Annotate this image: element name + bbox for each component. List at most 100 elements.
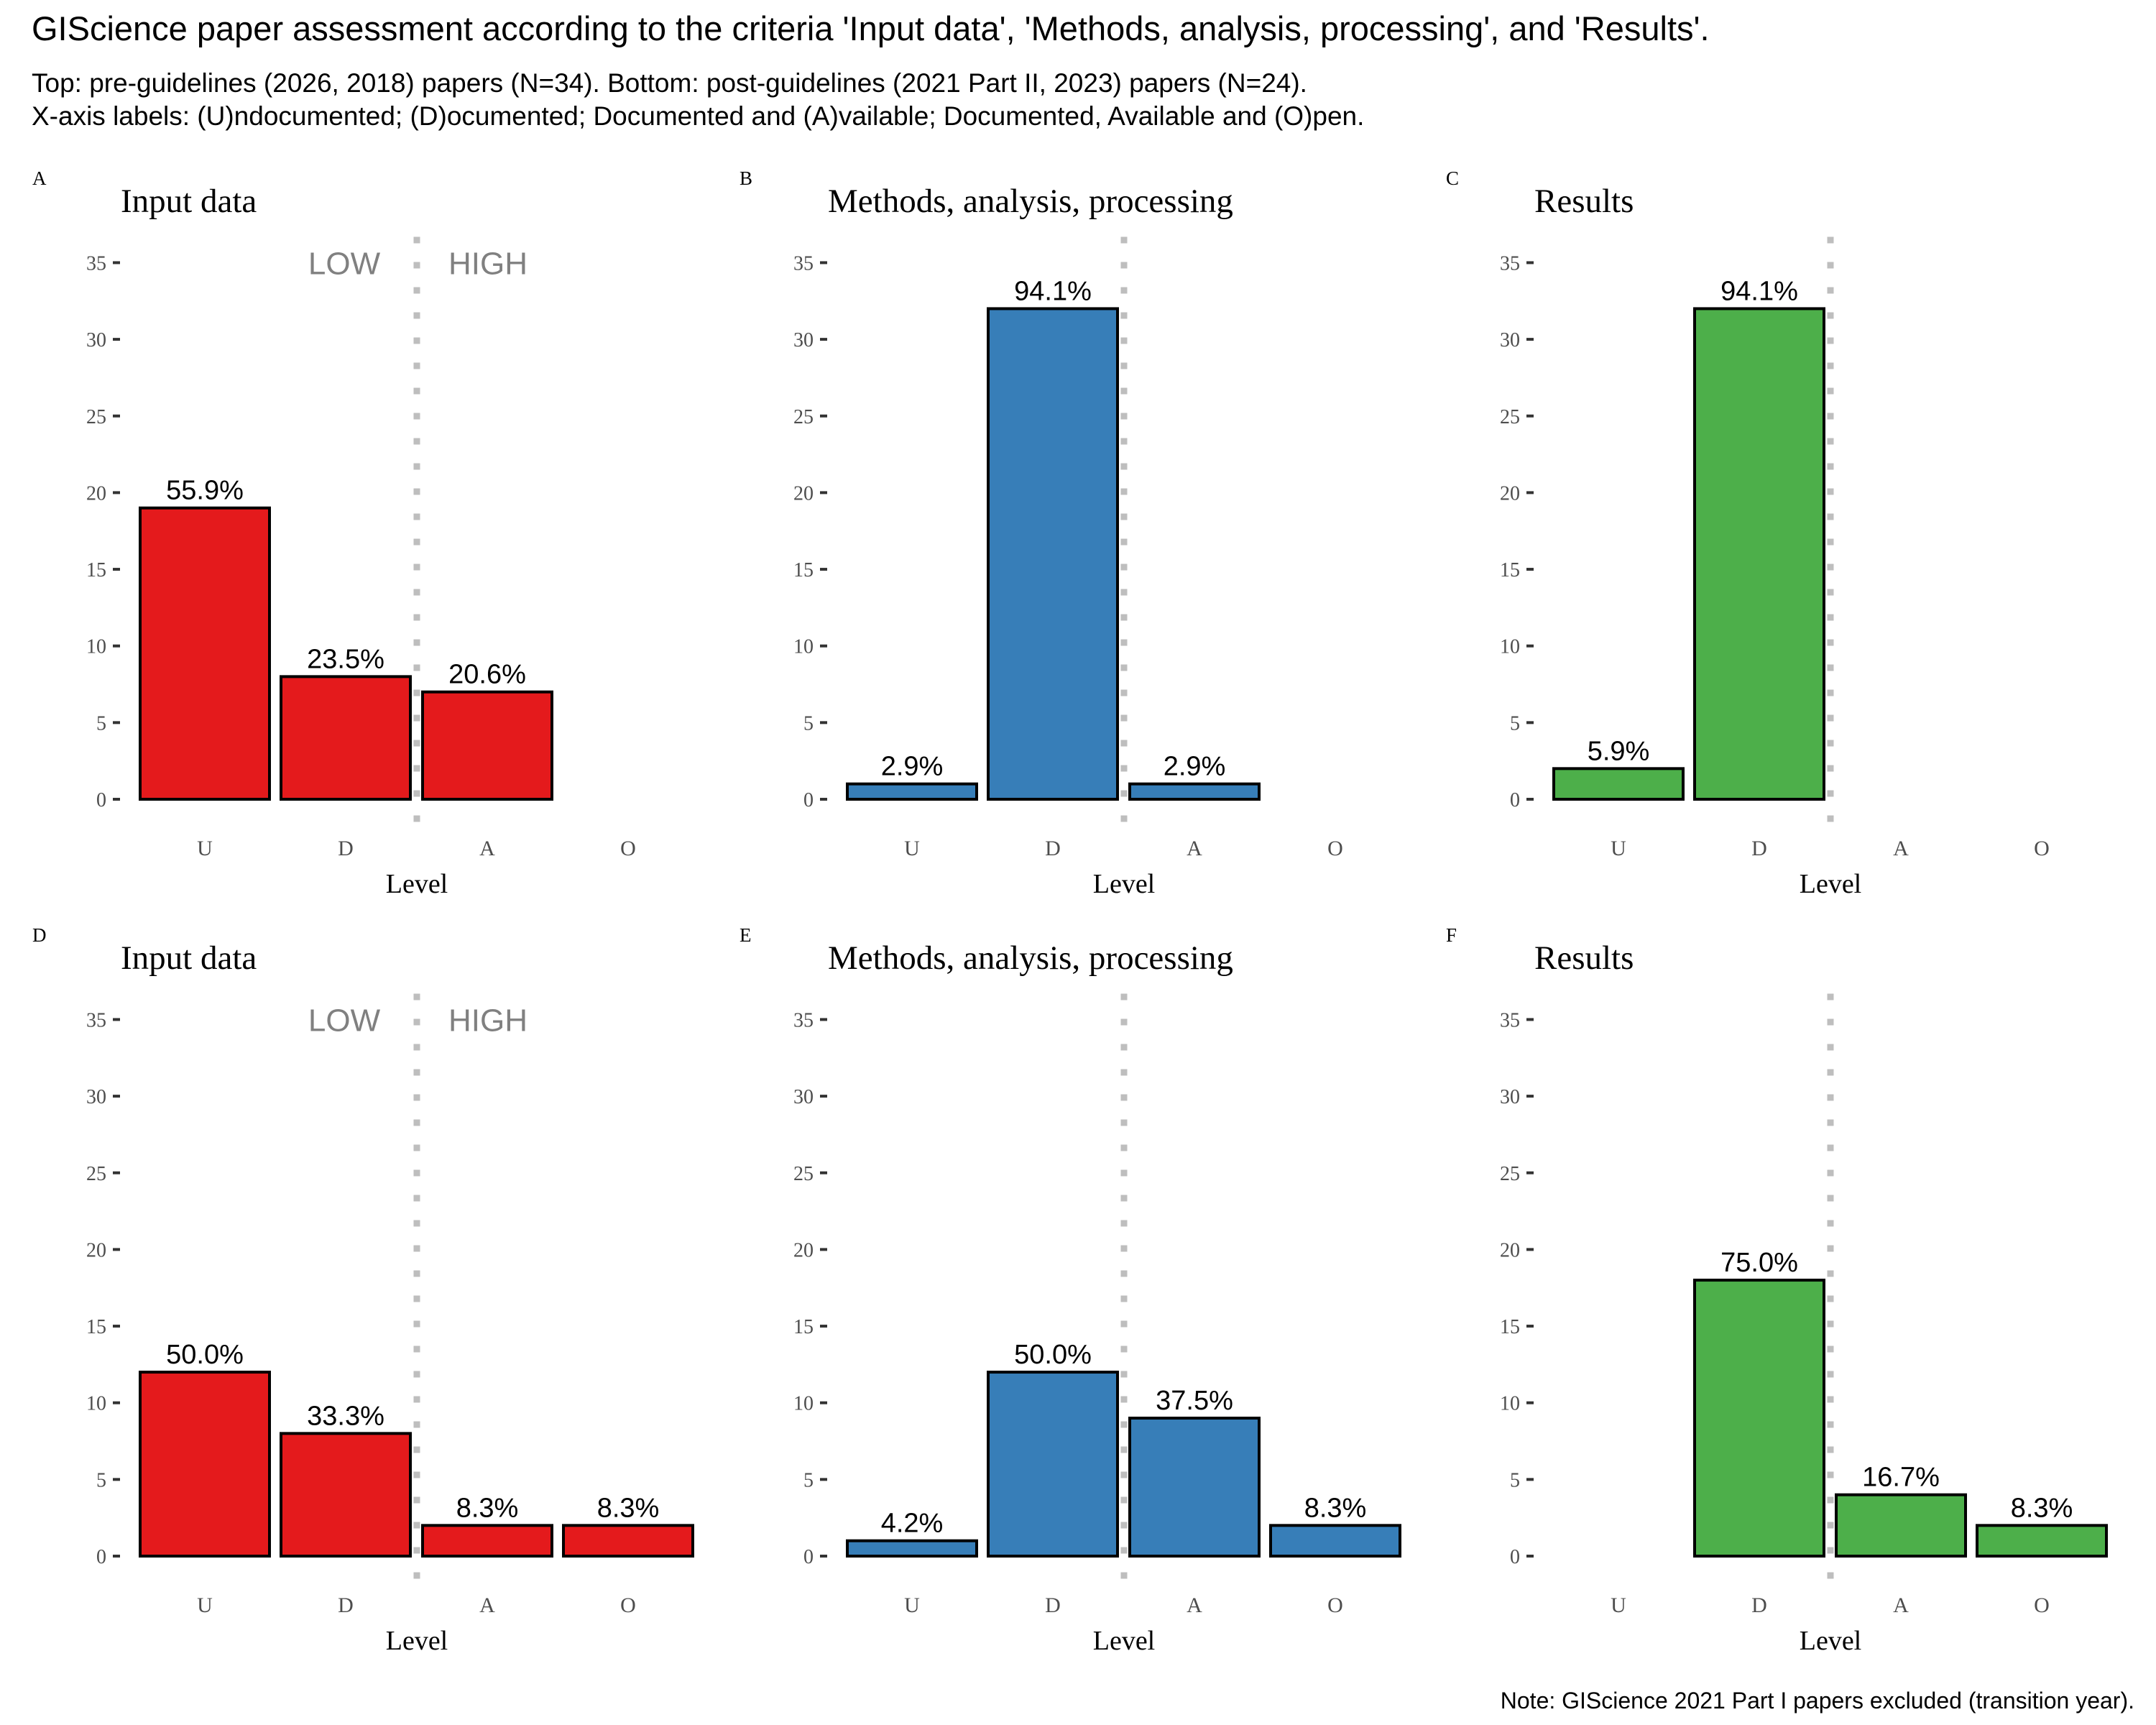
panel-a-bar-label-d: 23.5% <box>307 644 384 674</box>
panel-b-bar-a <box>1128 782 1261 801</box>
panel-e-tag: E <box>740 924 752 946</box>
panel-c-bar-d <box>1693 307 1825 801</box>
panel-b-xtick-label-o: O <box>1327 837 1343 860</box>
panel-c-xaxis-title: Level <box>1800 869 1862 899</box>
panel-f-xtick-label-u: U <box>1611 1593 1626 1617</box>
panel-c-bar-label-d: 94.1% <box>1720 276 1798 306</box>
panel-d-bar-label-u: 50.0% <box>166 1340 244 1370</box>
panel-b-title: Methods, analysis, processing <box>828 183 1233 220</box>
panel-d-bar-label-a: 8.3% <box>456 1493 519 1523</box>
panel-d-ytick-label: 25 <box>86 1163 106 1185</box>
panel-a-xtick-label-a: A <box>479 837 495 860</box>
panel-c-title: Results <box>1534 183 1634 220</box>
panel-b-ytick-label: 10 <box>793 636 814 658</box>
panel-a-tag: A <box>32 167 47 189</box>
panel-f-ytick-label: 20 <box>1500 1239 1520 1261</box>
panel-b-ytick-label: 25 <box>793 406 814 428</box>
panel-e-bar-label-d: 50.0% <box>1014 1340 1092 1370</box>
panel-a-bar-label-a: 20.6% <box>448 660 526 690</box>
panel-c-xtick-label-d: D <box>1751 837 1767 860</box>
panel-d-bar-d <box>280 1432 412 1558</box>
panel-e-xtick-label-a: A <box>1187 1593 1202 1617</box>
panel-e-xtick-label-u: U <box>904 1593 920 1617</box>
panel-d-xaxis-title: Level <box>386 1626 448 1656</box>
panel-a-bar-a <box>421 690 553 801</box>
panel-b-bar-d <box>987 307 1119 801</box>
panel-b-xtick-label-d: D <box>1045 837 1061 860</box>
panel-b-ytick-label: 30 <box>793 329 814 351</box>
panel-d-ytick-label: 5 <box>96 1469 106 1491</box>
panel-c-tag: C <box>1446 167 1459 189</box>
panel-a-xtick-label-d: D <box>338 837 354 860</box>
panel-f-xtick-label-a: A <box>1893 1593 1909 1617</box>
panel-e-ytick-label: 10 <box>793 1393 814 1415</box>
panel-c-ytick-label: 30 <box>1500 329 1520 351</box>
panel-a-xaxis-title: Level <box>386 869 448 899</box>
panel-b-bar-label-a: 2.9% <box>1164 752 1226 782</box>
panel-b-ytick-label: 0 <box>803 789 814 811</box>
panel-d-bar-u <box>139 1371 271 1558</box>
panel-e-bar-label-o: 8.3% <box>1304 1493 1367 1523</box>
panel-d-ytick-label: 0 <box>96 1546 106 1568</box>
panel-f-bar-label-d: 75.0% <box>1720 1248 1798 1278</box>
panel-c-bar-u <box>1552 767 1685 801</box>
panel-a-ytick-label: 5 <box>96 712 106 735</box>
panel-f-bar-label-o: 8.3% <box>2011 1493 2073 1523</box>
panel-f-ytick-label: 35 <box>1500 1009 1520 1031</box>
panel-e-ytick-label: 25 <box>793 1163 814 1185</box>
panel-d-bar-label-o: 8.3% <box>597 1493 660 1523</box>
figure-subtitle-axis-legend: X-axis labels: (U)ndocumented; (D)ocumen… <box>32 101 1365 131</box>
panel-e-ytick-label: 5 <box>803 1469 814 1491</box>
panel-c-xtick-label-u: U <box>1611 837 1626 860</box>
panel-d-annotation-low: LOW <box>308 1003 381 1038</box>
panel-c-ytick-label: 20 <box>1500 482 1520 505</box>
panel-a-title: Input data <box>121 183 257 220</box>
panel-b-ytick-label: 5 <box>803 712 814 735</box>
panel-f-ytick-label: 15 <box>1500 1316 1520 1338</box>
panel-e-ytick-label: 30 <box>793 1086 814 1108</box>
panel-d-tag: D <box>32 924 47 946</box>
panel-d-ytick-label: 15 <box>86 1316 106 1338</box>
panel-f-ytick-label: 5 <box>1510 1469 1520 1491</box>
panel-e-bar-u <box>846 1539 978 1558</box>
figure-title: GIScience paper assessment according to … <box>32 9 1710 47</box>
panel-b-ytick-label: 35 <box>793 252 814 275</box>
panel-b-bar-u <box>846 782 978 801</box>
panel-f-bar-o <box>1976 1524 2108 1558</box>
panel-d-bar-label-d: 33.3% <box>307 1401 384 1431</box>
panel-f-bar-label-a: 16.7% <box>1862 1463 1940 1493</box>
panel-a-xtick-label-o: O <box>620 837 636 860</box>
panel-a-ytick-label: 35 <box>86 252 106 275</box>
panel-a-ytick-label: 25 <box>86 406 106 428</box>
panel-d-xtick-label-d: D <box>338 1593 354 1617</box>
panel-f-ytick-label: 30 <box>1500 1086 1520 1108</box>
panel-e-bar-a <box>1128 1417 1261 1558</box>
panel-a-annotation-high: HIGH <box>448 246 528 281</box>
panel-b-bar-label-u: 2.9% <box>881 752 944 782</box>
panel-b-ytick-label: 20 <box>793 482 814 505</box>
panel-d-ytick-label: 20 <box>86 1239 106 1261</box>
panel-a-xtick-label-u: U <box>197 837 213 860</box>
panel-f-tag: F <box>1446 924 1457 946</box>
panel-f-ytick-label: 25 <box>1500 1163 1520 1185</box>
panel-d-ytick-label: 10 <box>86 1393 106 1415</box>
panel-d-bar-a <box>421 1524 553 1558</box>
panel-d-ytick-label: 35 <box>86 1009 106 1031</box>
panel-c-xtick-label-a: A <box>1893 837 1909 860</box>
panel-b-tag: B <box>740 167 752 189</box>
panel-e-bar-label-u: 4.2% <box>881 1509 944 1539</box>
panel-e-bar-d <box>987 1371 1119 1558</box>
panel-d-title: Input data <box>121 939 257 977</box>
panel-c-ytick-label: 15 <box>1500 559 1520 581</box>
panel-f-xtick-label-d: D <box>1751 1593 1767 1617</box>
panel-c-ytick-label: 10 <box>1500 636 1520 658</box>
panel-d-xtick-label-o: O <box>620 1593 636 1617</box>
panel-c-xtick-label-o: O <box>2034 837 2050 860</box>
panel-d-bar-o <box>562 1524 694 1558</box>
panel-f-xaxis-title: Level <box>1800 1626 1862 1656</box>
panel-c-ytick-label: 35 <box>1500 252 1520 275</box>
panel-a-ytick-label: 10 <box>86 636 106 658</box>
panel-b-ytick-label: 15 <box>793 559 814 581</box>
panel-b-bar-label-d: 94.1% <box>1014 276 1092 306</box>
panel-a-bar-d <box>280 675 412 801</box>
